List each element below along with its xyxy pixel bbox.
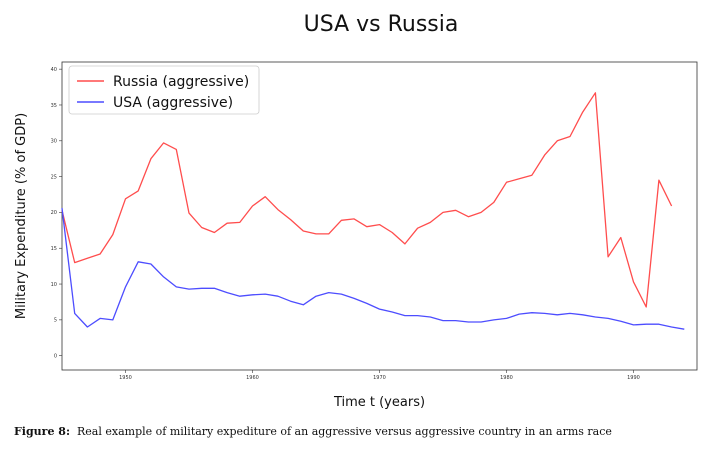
x-axis-ticks: 1950 1960 1970 1980 1990: [119, 370, 640, 381]
series-line-1: [61, 208, 685, 330]
y-tick-label-6: 30: [51, 139, 57, 145]
y-tick-label-7: 35: [51, 103, 57, 109]
y-tick-label-5: 25: [51, 174, 57, 180]
x-tick-label-3: 1980: [500, 375, 513, 381]
y-tick-label-8: 40: [51, 67, 57, 73]
x-tick-label-1: 1960: [246, 375, 259, 381]
y-axis-ticks: 0 5 10 15 20 25 30 35 40: [51, 67, 62, 359]
y-axis-label: Military Expenditure (% of GDP): [14, 113, 29, 319]
x-tick-label-4: 1990: [627, 375, 640, 381]
legend: Russia (aggressive) USA (aggressive): [68, 65, 260, 115]
caption-label: Figure 8:: [14, 425, 71, 438]
x-tick-label-0: 1950: [119, 375, 132, 381]
figure-caption: Figure 8: Real example of military exped…: [14, 425, 704, 438]
y-tick-label-1: 5: [54, 318, 57, 324]
x-axis-label: Time t (years): [333, 395, 425, 410]
y-tick-label-4: 20: [51, 210, 57, 216]
legend-label-1: USA (aggressive): [113, 95, 233, 111]
series-lines: [61, 92, 685, 330]
legend-box: [68, 65, 260, 115]
series-line-0: [61, 92, 673, 308]
chart-title: USA vs Russia: [304, 12, 459, 37]
y-tick-label-0: 0: [54, 353, 57, 359]
legend-label-0: Russia (aggressive): [113, 74, 249, 90]
y-tick-label-3: 15: [51, 246, 57, 252]
caption-text: Real example of military expediture of a…: [77, 425, 612, 438]
y-tick-label-2: 10: [51, 282, 57, 288]
x-tick-label-2: 1970: [373, 375, 386, 381]
